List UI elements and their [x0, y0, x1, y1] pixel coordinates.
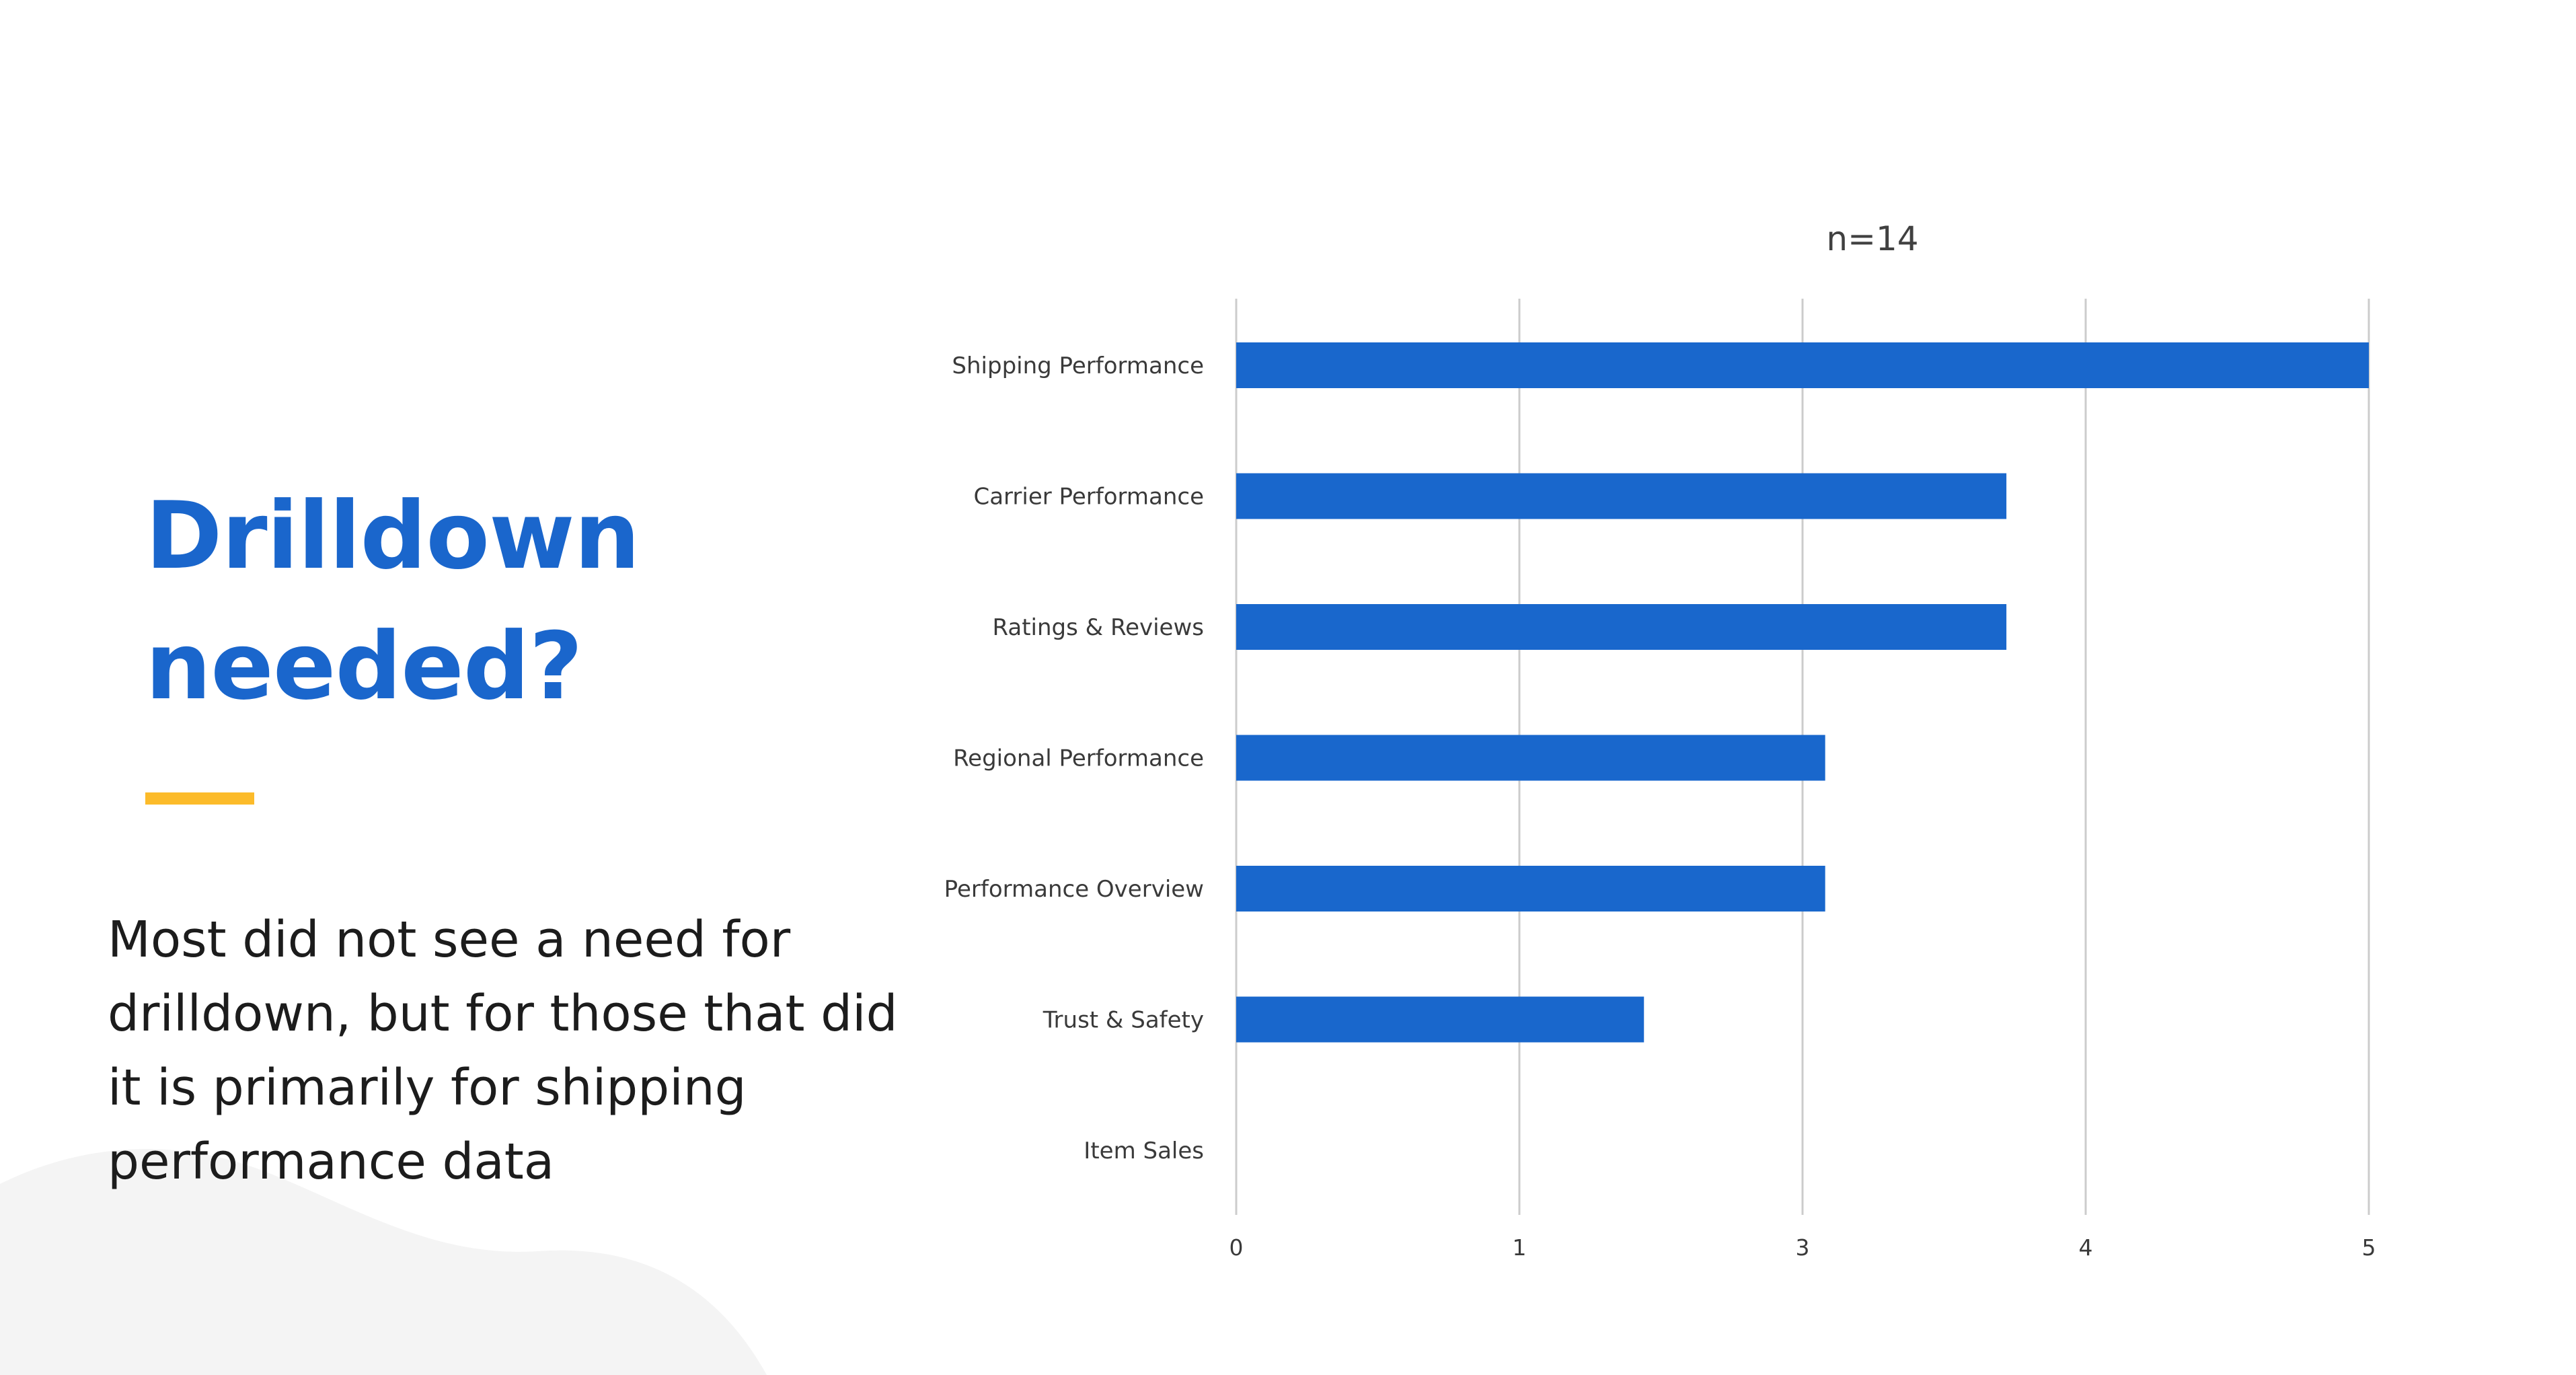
chart-subtitle: n=14 [1826, 219, 1918, 258]
chart-category-labels: Shipping Performance Carrier Performance R… [944, 352, 1204, 1164]
category-label: Carrier Performance [973, 484, 1204, 511]
bar [1236, 866, 1825, 912]
chart-bars [1236, 342, 2369, 1043]
bar [1236, 735, 1825, 781]
slide-title-line-2: needed? [145, 612, 583, 720]
x-tick-label: 5 [2362, 1234, 2376, 1261]
bar [1236, 996, 1644, 1043]
x-tick-label: 0 [1229, 1234, 1244, 1261]
title-accent-bar [145, 792, 254, 805]
bar [1236, 342, 2369, 388]
category-label: Regional Performance [953, 745, 1204, 772]
slide-body-text: Most did not see a need for drilldown, b… [108, 911, 898, 1191]
bar [1236, 604, 2007, 650]
background-wave-shape [0, 1148, 767, 1375]
x-tick-label: 3 [1796, 1234, 1810, 1261]
category-label: Shipping Performance [952, 352, 1204, 379]
x-tick-label: 4 [2079, 1234, 2093, 1261]
chart-x-tick-labels: 0 1 3 4 5 [1229, 1234, 2376, 1261]
slide-title: Drilldown needed? [145, 471, 885, 732]
category-label: Trust & Safety [1043, 1007, 1204, 1034]
category-label: Performance Overview [944, 876, 1204, 903]
x-tick-label: 1 [1513, 1234, 1527, 1261]
category-label: Item Sales [1084, 1138, 1204, 1164]
slide-title-line-1: Drilldown [145, 482, 640, 590]
bar [1236, 473, 2007, 519]
category-label: Ratings & Reviews [993, 614, 1204, 641]
